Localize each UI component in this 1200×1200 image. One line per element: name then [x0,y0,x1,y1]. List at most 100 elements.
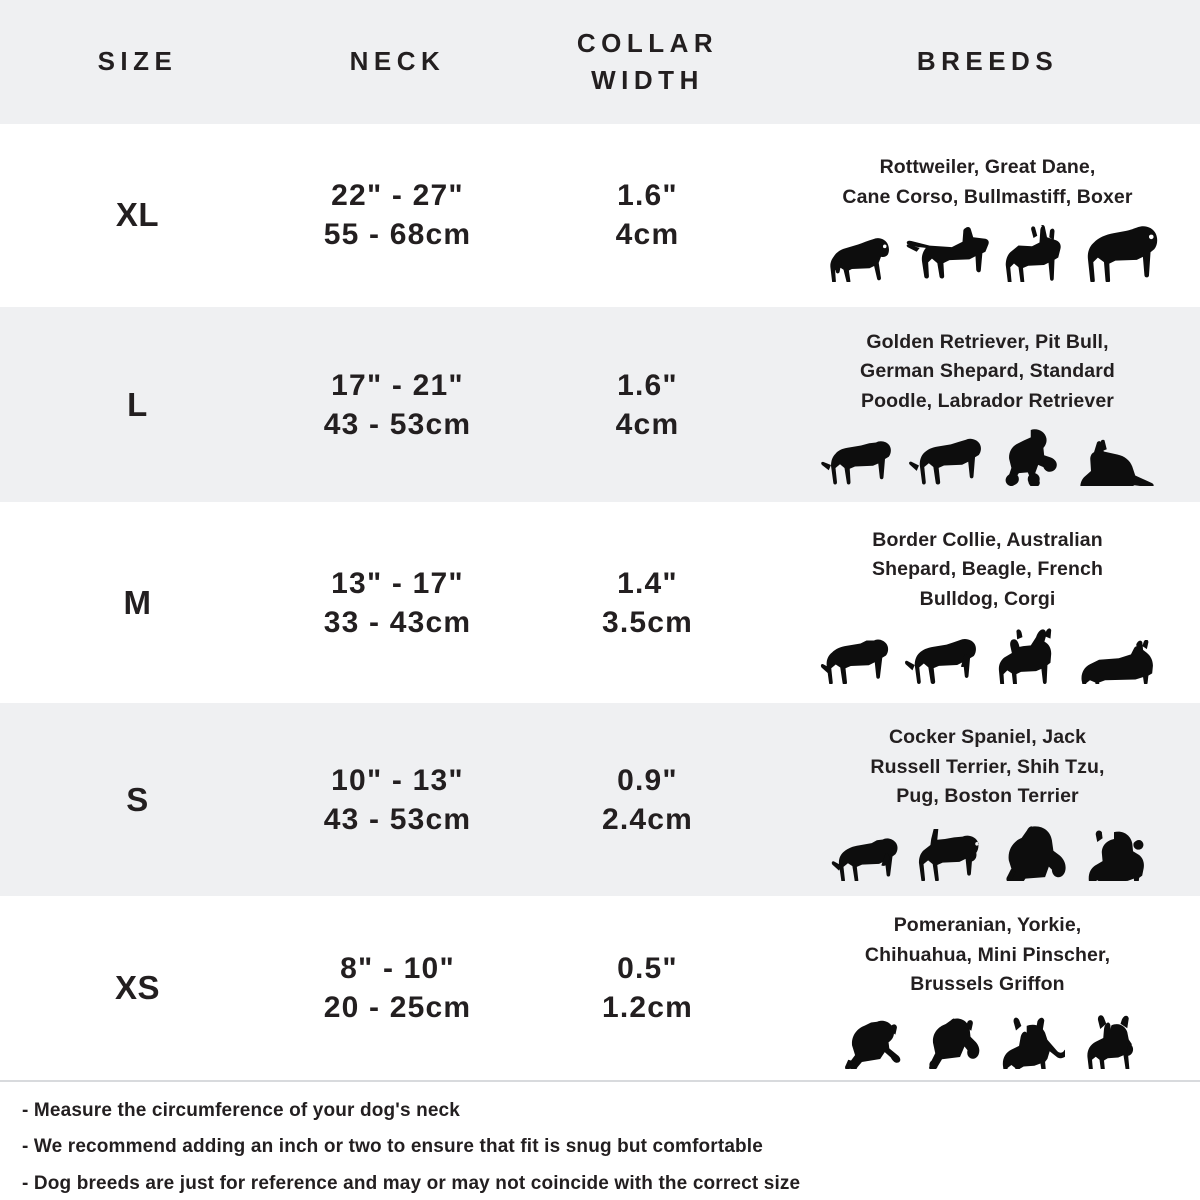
breeds-line-1: Pomeranian, Yorkie, [893,914,1082,937]
breeds-text: Border Collie, Australian Shepard, Beagl… [788,526,1188,615]
row-size-cell: S [0,781,275,819]
breed-silhouette-group [820,622,1156,684]
neck-centimeters: 43 - 53cm [323,802,472,836]
great-dane-icon [906,226,989,279]
row-size-cell: L [0,386,275,424]
rottweiler-icon [829,237,889,282]
table-row: S 10" - 13" 43 - 53cm 0.9" 2.4cm Cocker … [0,703,1200,897]
border-collie-icon [820,639,888,684]
collar-centimeters: 1.2cm [601,991,694,1025]
size-label: XL [115,196,160,234]
column-header-collar-width-line1: COLLAR [576,28,719,58]
breed-silhouette-group [833,1007,1143,1070]
row-neck-cell: 13" - 17" 33 - 43cm [275,564,520,642]
neck-centimeters: 20 - 25cm [323,991,472,1025]
collar-inches: 1.4" [617,566,678,600]
breed-silhouette-group [816,220,1160,282]
breeds-text: Golden Retriever, Pit Bull, German Shepa… [788,328,1188,417]
row-neck-cell: 22" - 27" 55 - 68cm [275,176,520,254]
column-header-breeds: BREEDS [916,46,1059,77]
collar-inches: 1.6" [617,368,678,402]
yorkie-icon [928,1018,979,1070]
collar-inches: 0.5" [617,952,678,986]
pug-icon [1088,830,1144,881]
cocker-spaniel-icon [831,838,897,881]
table-header-row: SIZE NECK COLLAR WIDTH BREEDS [0,0,1200,124]
row-neck-cell: 8" - 10" 20 - 25cm [275,949,520,1027]
german-shepherd-icon [1079,439,1154,486]
neck-inches: 10" - 13" [331,763,464,797]
footer-note: - Measure the circumference of your dog'… [22,1099,460,1121]
table-row: XL 22" - 27" 55 - 68cm 1.6" 4cm Rottweil… [0,123,1200,308]
row-breeds-cell: Cocker Spaniel, Jack Russell Terrier, Sh… [775,719,1200,881]
footer-note: - Dog breeds are just for reference and … [22,1173,801,1195]
bullmastiff-icon [1087,225,1157,282]
column-header-neck: NECK [349,46,446,77]
collar-centimeters: 4cm [615,218,680,252]
row-collar-width-cell: 0.9" 2.4cm [520,761,775,839]
row-size-cell: XL [0,196,275,234]
table-row: M 13" - 17" 33 - 43cm 1.4" 3.5cm Border … [0,502,1200,704]
jack-russell-icon [918,828,979,881]
french-bulldog-icon [998,628,1051,684]
size-label: XS [114,969,161,1007]
golden-retriever-icon [820,440,891,485]
neck-inches: 17" - 21" [331,368,464,402]
neck-inches: 22" - 27" [331,179,464,213]
footer-note: - We recommend adding an inch or two to … [22,1136,763,1158]
labrador-icon [908,438,981,485]
table-row: XS 8" - 10" 20 - 25cm 0.5" 1.2cm Pomeran… [0,896,1200,1080]
column-header-collar-width: COLLAR WIDTH [520,25,775,99]
poodle-icon [1005,428,1057,486]
row-neck-cell: 17" - 21" 43 - 53cm [275,366,520,444]
breeds-line-2: Chihuahua, Mini Pinscher, [864,943,1111,966]
breeds-line-2: Shepard, Beagle, French [872,558,1103,581]
row-size-cell: M [0,584,275,622]
footer-divider [0,1079,1200,1082]
breeds-text: Rottweiler, Great Dane, Cane Corso, Bull… [788,153,1188,212]
size-label: L [127,385,148,423]
pomeranian-icon [844,1020,900,1070]
neck-centimeters: 33 - 43cm [323,605,472,639]
neck-centimeters: 43 - 53cm [323,407,472,441]
column-header-size: SIZE [97,46,178,77]
breeds-line-3: Brussels Griffon [910,973,1065,996]
footer-notes: - Measure the circumference of your dog'… [0,1081,1200,1200]
beagle-icon [904,638,976,684]
breeds-line-2: Russell Terrier, Shih Tzu, [870,755,1105,778]
row-collar-width-cell: 1.6" 4cm [520,366,775,444]
neck-inches: 13" - 17" [331,566,464,600]
row-breeds-cell: Golden Retriever, Pit Bull, German Shepa… [775,324,1200,486]
doberman-icon [1005,224,1061,282]
breeds-line-3: Pug, Boston Terrier [896,785,1079,808]
mini-pinscher-icon [1086,1015,1133,1070]
neck-centimeters: 55 - 68cm [323,218,472,252]
row-collar-width-cell: 1.6" 4cm [520,176,775,254]
row-breeds-cell: Rottweiler, Great Dane, Cane Corso, Bull… [775,149,1200,282]
row-breeds-cell: Border Collie, Australian Shepard, Beagl… [775,522,1200,684]
row-breeds-cell: Pomeranian, Yorkie, Chihuahua, Mini Pins… [775,907,1200,1070]
shih-tzu-icon [1005,826,1066,881]
breeds-line-1: Border Collie, Australian [872,528,1103,551]
collar-centimeters: 4cm [615,407,680,441]
table-row: L 17" - 21" 43 - 53cm 1.6" 4cm Golden Re… [0,307,1200,503]
breeds-line-3: Poodle, Labrador Retriever [861,389,1114,412]
breeds-line-3: Bulldog, Corgi [919,588,1056,611]
row-size-cell: XS [0,969,275,1007]
row-neck-cell: 10" - 13" 43 - 53cm [275,761,520,839]
breeds-line-2: Cane Corso, Bullmastiff, Boxer [842,185,1133,208]
breeds-line-1: Golden Retriever, Pit Bull, [866,330,1109,353]
collar-inches: 1.6" [617,179,678,213]
breeds-text: Pomeranian, Yorkie, Chihuahua, Mini Pins… [788,911,1188,1000]
breeds-line-2: German Shepard, Standard [860,360,1115,383]
breed-silhouette-group [820,424,1156,486]
size-label: M [123,583,152,621]
breeds-line-1: Cocker Spaniel, Jack [888,725,1087,748]
breeds-line-1: Rottweiler, Great Dane, [879,156,1096,179]
breed-silhouette-group [830,819,1146,881]
breeds-text: Cocker Spaniel, Jack Russell Terrier, Sh… [788,723,1188,812]
chihuahua-icon [1002,1017,1065,1070]
collar-centimeters: 3.5cm [601,605,694,639]
collar-centimeters: 2.4cm [601,802,694,836]
